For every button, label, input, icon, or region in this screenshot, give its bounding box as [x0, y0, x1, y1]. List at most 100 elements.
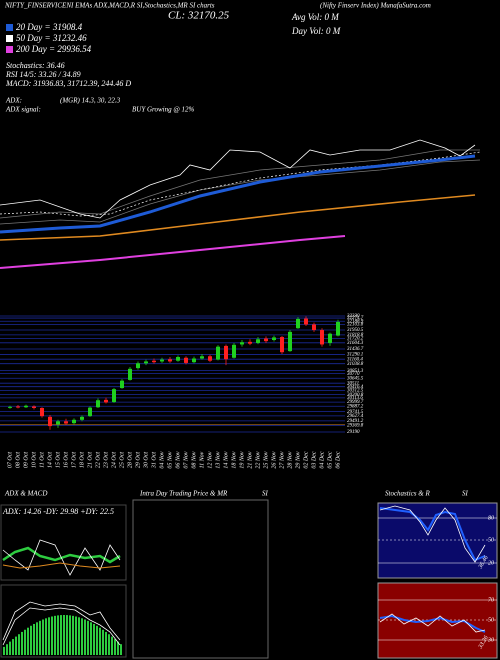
date-label: 06 Dec	[335, 451, 341, 468]
histogram-bar	[102, 629, 104, 655]
adx-label: ADX:	[5, 97, 22, 105]
candle-body	[56, 421, 60, 425]
histogram-bar	[45, 618, 47, 655]
histogram-bar	[48, 617, 50, 655]
histogram-bar	[63, 615, 65, 655]
histogram-bar	[3, 646, 5, 655]
stoch-tick: 50	[488, 537, 494, 543]
stoch-k	[379, 507, 486, 562]
date-label: 02 Dec	[303, 451, 309, 468]
source: (Nifty Finserv Index) MunafaSutra.com	[320, 2, 431, 10]
candle-body	[168, 359, 172, 362]
ema-20	[0, 154, 476, 234]
histogram-bar	[39, 620, 41, 655]
candle-body	[256, 339, 260, 343]
histogram-bar	[96, 625, 98, 655]
candle-body	[264, 338, 268, 342]
histogram-bar	[111, 636, 113, 655]
histogram-bar	[36, 622, 38, 655]
histogram-bar	[93, 623, 95, 655]
date-label: 04 Nov	[158, 451, 165, 469]
candle-body	[272, 337, 276, 341]
candle-body	[32, 406, 36, 408]
panel-title: Intra Day Trading Price & MR	[139, 490, 228, 498]
candle-body	[200, 356, 204, 359]
date-label: 16 Oct	[63, 452, 69, 468]
rsi-tick: 50	[488, 617, 494, 623]
histogram-bar	[60, 615, 62, 655]
candle-body	[8, 406, 12, 408]
price-tick-label: 30645.5	[347, 376, 364, 381]
legend-label: 200 Day = 29936.54	[16, 44, 92, 54]
adx-signal-label: ADX signal:	[5, 106, 41, 114]
grey-line	[0, 159, 481, 225]
stoch-tick: 20	[488, 560, 494, 566]
date-label: 21 Oct	[87, 452, 93, 468]
legend-label: 20 Day = 31908.4	[16, 22, 83, 32]
ema-lines	[0, 139, 481, 269]
price-tick-label: 29887.2	[347, 404, 364, 409]
rsi-panel	[377, 582, 498, 659]
panel-title: SI	[262, 490, 269, 498]
price-tick-label: 31436.7	[347, 347, 364, 352]
histogram-bar	[114, 639, 116, 655]
candle-body	[144, 361, 148, 364]
candle-body	[80, 416, 84, 420]
date-label: 04 Dec	[318, 451, 325, 468]
candle-body	[312, 324, 316, 331]
candle-body	[120, 380, 124, 389]
price-tick-label: 32103.8	[347, 322, 364, 327]
histogram-bar	[81, 618, 83, 655]
price-tick-label: 31604.3	[347, 341, 364, 346]
stat: MACD: 31936.83, 31712.39, 244.46 D	[5, 79, 131, 88]
day-vol: Day Vol: 0 M	[291, 26, 341, 36]
candle-body	[184, 357, 188, 363]
candle-body	[296, 318, 300, 329]
adx-signal: BUY Growing @ 12%	[132, 106, 195, 114]
candle-body	[232, 344, 236, 358]
macd-histogram	[3, 615, 122, 655]
histogram-bar	[90, 622, 92, 655]
grey-line	[0, 149, 480, 219]
price-tick-label: 32274.7	[347, 316, 364, 321]
price-tick-label: 32188.9	[347, 319, 364, 324]
histogram-bar	[117, 641, 119, 655]
date-label: 18 Nov	[231, 451, 237, 469]
histogram-bar	[57, 615, 59, 655]
date-label: 05 Dec	[327, 451, 333, 468]
header-title: NIFTY_FINSERVICENI EMAs ADX,MACD,R SI,St…	[4, 2, 215, 10]
date-label: 11 Nov	[199, 451, 205, 468]
ema-100	[0, 194, 476, 241]
candle-body	[96, 400, 100, 408]
candle-body	[224, 345, 228, 360]
price-tick-label: 31818.8	[347, 333, 364, 338]
date-label: 22 Oct	[95, 452, 101, 468]
histogram-bar	[54, 615, 56, 655]
candle-body	[240, 342, 244, 345]
price-tick-label: 29190	[347, 430, 360, 435]
close-price: CL: 32170.25	[168, 10, 230, 22]
histogram-bar	[42, 619, 44, 655]
histogram-bar	[120, 644, 122, 655]
candle-body	[288, 331, 292, 352]
histogram-bar	[87, 620, 89, 655]
candle-body	[160, 359, 164, 362]
histogram-bar	[21, 631, 23, 655]
date-label: 06 Nov	[175, 451, 181, 469]
histogram-bar	[108, 634, 110, 655]
date-label: 10 Oct	[31, 452, 37, 468]
price-tick-label: 29999.7	[347, 400, 364, 405]
candle-body	[152, 360, 156, 363]
candle-body	[176, 357, 180, 361]
date-label: 07 Nov	[183, 451, 189, 469]
legend-swatch	[6, 24, 13, 31]
price-panel: 3233032274.732188.932103.831950.531818.8…	[0, 314, 364, 469]
candle-body	[104, 399, 108, 403]
histogram-bar	[51, 616, 53, 655]
price-tick-label: 29369.8	[347, 423, 364, 428]
candle-body	[336, 321, 340, 336]
stoch-d	[379, 505, 486, 563]
histogram-bar	[99, 627, 101, 655]
date-label: 27 Nov	[279, 451, 285, 469]
